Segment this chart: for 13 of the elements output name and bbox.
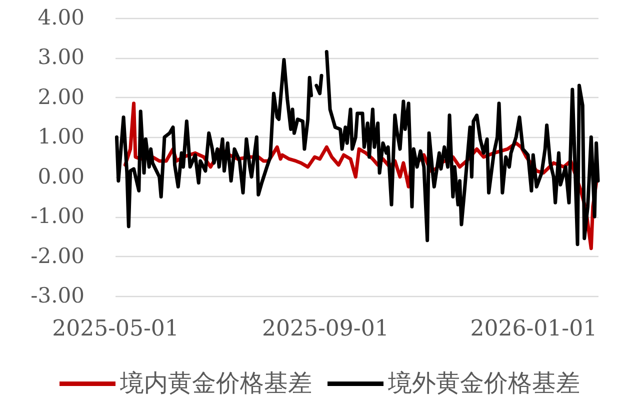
legend-label: 境内黄金价格基差 — [119, 370, 312, 397]
y-tick-label: 1.00 — [38, 124, 84, 149]
legend-label: 境外黄金价格基差 — [387, 370, 580, 397]
y-tick-label: -2.00 — [30, 244, 84, 268]
y-tick-label: -1.00 — [30, 204, 84, 228]
y-tick-label: 2.00 — [38, 84, 84, 109]
x-tick-label: 2025-05-01 — [52, 316, 179, 342]
y-tick-label: -3.00 — [30, 284, 84, 308]
y-tick-label: 4.00 — [38, 6, 84, 30]
y-tick-label: 3.00 — [38, 45, 84, 70]
x-tick-label: 2025-09-01 — [262, 316, 389, 342]
y-tick-label: 0.00 — [38, 164, 84, 188]
x-tick-label: 2026-01-01 — [470, 316, 598, 342]
